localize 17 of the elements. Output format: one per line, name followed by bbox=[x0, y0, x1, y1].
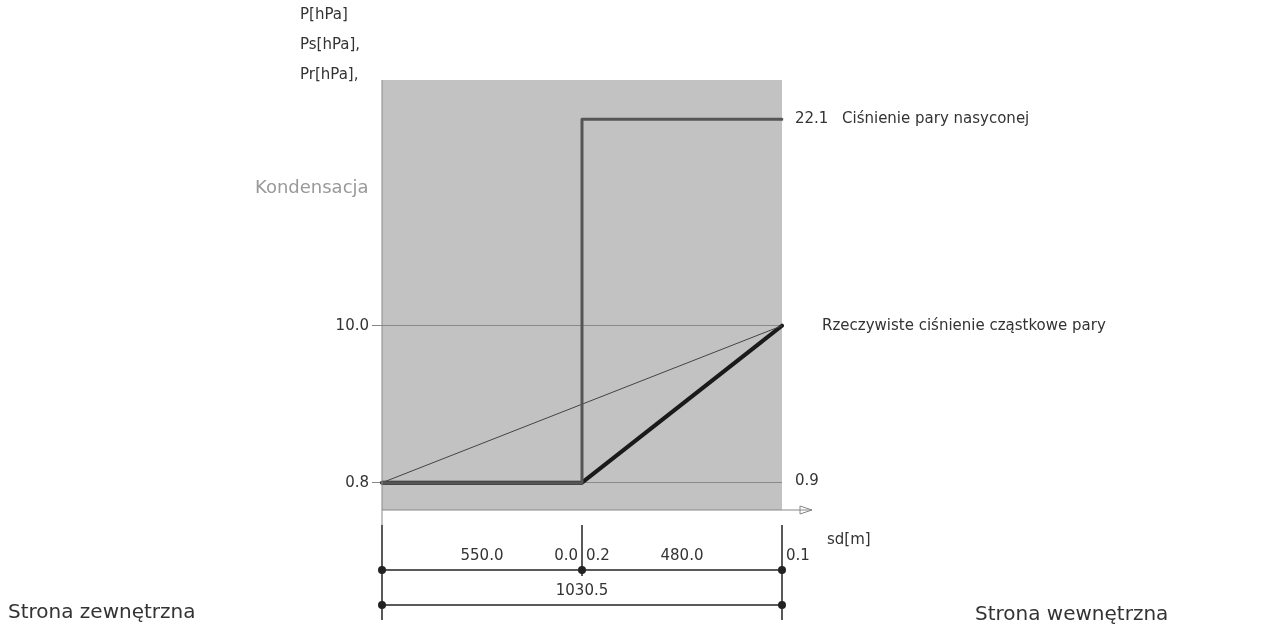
text: Kondensacja bbox=[255, 175, 369, 197]
text: 1030.5 bbox=[555, 580, 609, 599]
x-axis-title: sd[m] bbox=[827, 529, 871, 548]
text: 0.1 bbox=[786, 545, 810, 564]
text: Rzeczywiste ciśnienie cząstkowe pary bbox=[822, 315, 1106, 334]
y-tick-label: 0.8 bbox=[345, 472, 369, 491]
text: 0.0 bbox=[554, 545, 578, 564]
y-axis-title: P[hPa] Ps[hPa], Pr[hPa], bbox=[300, 4, 361, 83]
text: Strona zewnętrzna bbox=[8, 599, 196, 624]
y2-tick-label: 22.1 bbox=[795, 109, 829, 128]
y2-tick-label: 0.9 bbox=[795, 470, 819, 489]
text: Strona wewnętrzna bbox=[975, 601, 1169, 626]
text: Ciśnienie pary nasyconej bbox=[842, 109, 1030, 128]
y-tick-label: 10.0 bbox=[335, 315, 369, 334]
text: 0.2 bbox=[586, 545, 610, 564]
text: 480.0 bbox=[660, 545, 704, 564]
text: 550.0 bbox=[460, 545, 504, 564]
